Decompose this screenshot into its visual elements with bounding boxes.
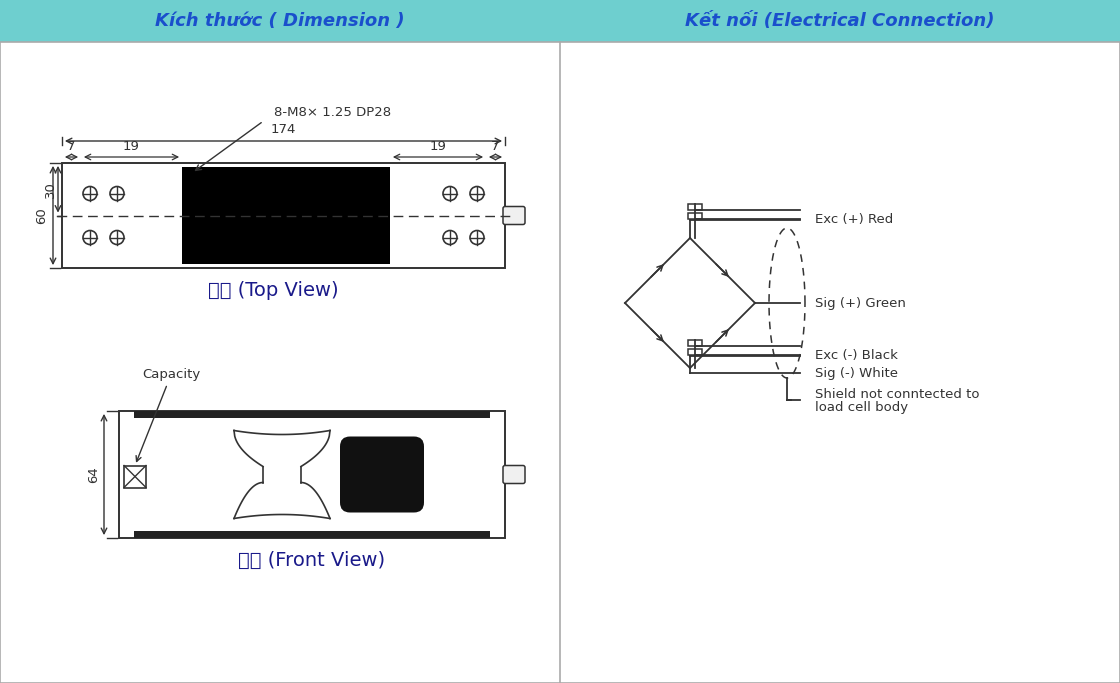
Text: 19: 19	[430, 140, 447, 153]
Text: Kết nối (Electrical Connection): Kết nối (Electrical Connection)	[685, 12, 995, 30]
Text: 俧视 (Top View): 俧视 (Top View)	[208, 281, 339, 300]
Text: Sig (-) White: Sig (-) White	[815, 367, 898, 380]
Bar	[688, 349, 702, 355]
Text: 主视 (Front View): 主视 (Front View)	[239, 550, 385, 570]
Text: 30: 30	[44, 181, 56, 197]
Text: 64: 64	[87, 466, 101, 483]
Text: 8-M8× 1.25 DP28: 8-M8× 1.25 DP28	[273, 107, 391, 120]
Text: 7: 7	[492, 140, 500, 153]
Text: 60: 60	[36, 207, 48, 224]
FancyBboxPatch shape	[340, 436, 424, 512]
Bar	[124, 466, 146, 488]
Bar	[688, 204, 702, 210]
FancyBboxPatch shape	[503, 466, 525, 484]
Bar	[688, 340, 702, 346]
Bar	[134, 531, 491, 538]
Bar	[0, 0, 1120, 42]
Text: Capacity: Capacity	[137, 368, 200, 462]
Text: load cell body: load cell body	[815, 402, 908, 415]
FancyBboxPatch shape	[503, 206, 525, 225]
Text: 19: 19	[123, 140, 140, 153]
Text: Shield not conntected to: Shield not conntected to	[815, 389, 980, 402]
Text: Sig (+) Green: Sig (+) Green	[815, 296, 906, 309]
Text: Exc (-) Black: Exc (-) Black	[815, 348, 898, 361]
Text: Kích thước ( Dimension ): Kích thước ( Dimension )	[156, 12, 404, 30]
Bar	[134, 411, 491, 418]
Bar	[181, 167, 390, 264]
Bar	[688, 213, 702, 219]
Bar	[62, 163, 505, 268]
Text: 7: 7	[67, 140, 76, 153]
Bar	[119, 411, 505, 538]
Text: 174: 174	[271, 123, 296, 136]
Text: Exc (+) Red: Exc (+) Red	[815, 212, 894, 225]
